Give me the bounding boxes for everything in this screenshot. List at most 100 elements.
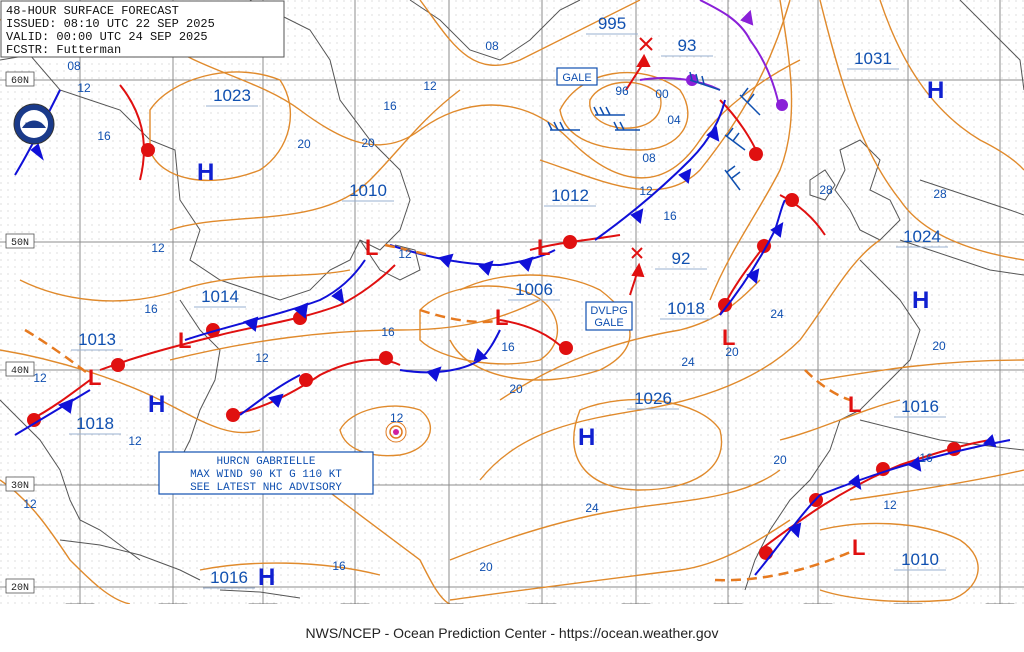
isobar-value: 12 [255,351,269,365]
latitude-label-box [5,71,35,87]
warning-text: DVLPG [590,305,627,317]
low-symbol: L [495,305,508,330]
footer-credit: NWS/NCEP - Ocean Prediction Center - htt… [306,625,719,641]
footer-band [0,604,1024,652]
noaa-logo: NOAA [13,103,55,145]
isobar-value: 20 [361,136,375,150]
isobar-value: 12 [77,81,91,95]
isobar-value-labels: 08 12 16 20 12 08 12 16 20 96 00 04 08 12 16 28 28 12 16 16… [23,39,947,630]
pressure-center-label: 1010 [349,181,387,200]
isobar-value: 20 [509,382,523,396]
pressure-center-label: 1018 [76,414,114,433]
isobar-value: 20 [297,137,311,151]
pressure-center-label: 93 [678,36,697,55]
isobar-value: 16 [919,451,933,465]
latitude-label: 60N [11,76,29,87]
low-x-markers [631,37,653,259]
header-issued: ISSUED: 08:10 UTC 22 SEP 2025 [6,17,215,31]
isobar-value: 16 [381,325,395,339]
x-marker [631,247,643,259]
forecast-header: 48-HOUR SURFACE FORECAST ISSUED: 08:10 U… [0,0,285,58]
isobar-value: 20 [479,560,493,574]
isobar-value: 16 [97,129,111,143]
low-symbol: L [178,328,191,353]
isobar-value: 08 [642,151,656,165]
pressure-center-label: 1023 [213,86,251,105]
warning-text: GALE [594,317,623,329]
latitude-label-box [5,578,35,594]
track-arrows [625,53,651,296]
latitude-label-box [5,476,35,492]
header-title: 48-HOUR SURFACE FORECAST [6,4,179,18]
isobar-value: 12 [398,247,412,261]
latitude-label: 40N [11,366,29,377]
cold-fronts [14,89,1011,576]
isobar-value: 12 [33,371,47,385]
high-symbol: H [197,159,214,186]
low-symbol: L [537,235,550,260]
isobar-value: 12 [639,184,653,198]
troughs [24,243,856,582]
isobar-value: 08 [485,39,499,53]
pressure-center-label: 1031 [854,49,892,68]
pressure-center-label: 1012 [551,186,589,205]
latitude-label: 50N [11,238,29,249]
pressure-center-label: 1024 [903,227,941,246]
isobar-value: 16 [383,99,397,113]
pressure-center-label: 995 [598,14,626,33]
isobar-value: 20 [773,453,787,467]
high-symbol: H [258,564,275,591]
header-valid: VALID: 00:00 UTC 24 SEP 2025 [6,30,208,44]
isobar-value: 28 [933,187,947,201]
high-symbol: H [927,77,944,104]
isobar-value: 16 [332,559,346,573]
isobar-value: 12 [23,497,37,511]
high-symbol: H [912,287,929,314]
header-forecaster: FCSTR: Futterman [6,43,121,57]
x-marker [639,37,653,51]
pressure-center-label: 1014 [201,287,239,306]
isobar-value: 96 [615,84,629,98]
isobar-value: 04 [667,113,681,127]
isobar-value: 20 [725,345,739,359]
low-symbol: L [365,235,378,260]
pressure-highs: H H H H H H [148,77,944,591]
hurricane-name: HURCN GABRIELLE [216,456,315,468]
isobar-value: 12 [128,434,142,448]
pressure-lows: L L L L L L L L [88,235,865,560]
gale-warning-north: GALE [556,67,598,86]
pressure-center-label: 1018 [667,299,705,318]
isobar-value: 16 [663,209,677,223]
high-symbol: H [578,424,595,451]
logo-text: NOAA [25,123,43,129]
pressure-center-labels: 1023 1010 1012 995 93 1031 1024 1014 1013 1018 100… [69,14,948,589]
pressure-center-label: 1026 [634,389,672,408]
hurricane-wind: MAX WIND 90 KT G 110 KT [190,469,342,481]
isobar-value: 12 [151,241,165,255]
isobar-value: 24 [770,307,784,321]
isobar-value: 00 [655,87,669,101]
pressure-center-label: 1010 [901,550,939,569]
hurricane-symbol: 12 [385,411,407,443]
isobar-value: 12 [423,79,437,93]
pressure-center-label: 92 [672,249,691,268]
low-symbol: L [88,365,101,390]
isobar-value: 12 [883,498,897,512]
latitude-label: 20N [11,583,29,594]
isobars [0,0,1024,605]
dot-field [0,0,1024,604]
latitude-label-box [5,233,35,249]
lat-lon-grid [0,0,1024,604]
hurricane-pressure-label: 12 [390,411,404,425]
pressure-center-label: 1016 [210,568,248,587]
developing-gale-warning: DVLPG GALE [585,301,633,331]
isobar-value: 24 [585,501,599,515]
pressure-center-label: 1013 [78,330,116,349]
warning-text: GALE [562,72,591,84]
hurricane-advisory-box: HURCN GABRIELLE MAX WIND 90 KT G 110 KT … [158,451,374,495]
low-symbol: L [722,325,735,350]
latitude-label: 30N [11,481,29,492]
isobar-value: 16 [144,302,158,316]
high-symbol: H [148,391,165,418]
